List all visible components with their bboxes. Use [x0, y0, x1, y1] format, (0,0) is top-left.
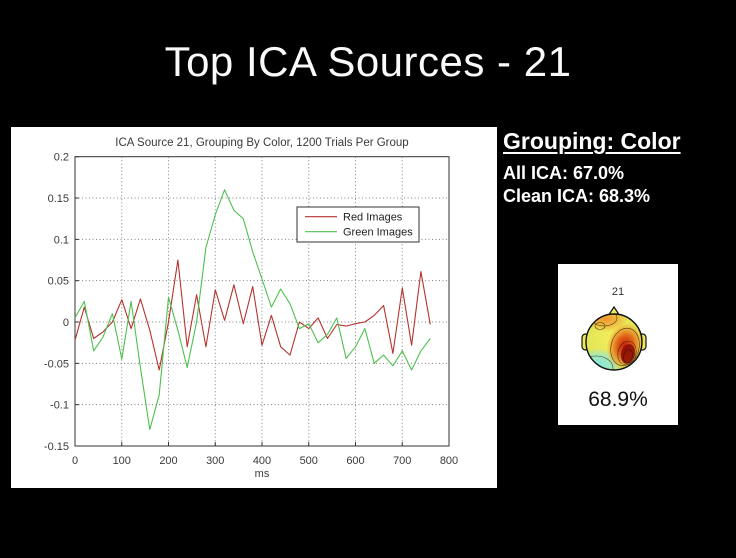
series-line-green-images [74, 189, 431, 431]
y-tick-label: -0.1 [50, 400, 69, 412]
topo-card: 21 [558, 264, 678, 425]
topo-map-icon [581, 305, 647, 371]
x-tick-label: 700 [393, 455, 411, 467]
x-tick-label: 100 [113, 455, 131, 467]
legend [296, 206, 420, 243]
y-tick-label: -0.05 [44, 358, 69, 370]
y-tick-label: 0 [63, 317, 69, 329]
y-tick-label: -0.15 [44, 441, 69, 453]
x-tick-label: 600 [346, 455, 364, 467]
chart-panel: ICA Source 21, Grouping By Color, 1200 T… [11, 127, 497, 488]
y-tick-label: 0.15 [48, 193, 69, 205]
y-tick-label: 0.2 [54, 152, 69, 164]
x-tick-label: 300 [206, 455, 224, 467]
grouping-heading: Grouping: Color [503, 128, 681, 154]
x-axis-label: ms [255, 468, 270, 480]
legend-label-red-images: Red Images [343, 212, 403, 224]
info-panel: Grouping: Color All ICA: 67.0% Clean ICA… [503, 128, 681, 208]
x-tick-label: 800 [440, 455, 458, 467]
erp-chart-svg: ICA Source 21, Grouping By Color, 1200 T… [44, 137, 458, 480]
topo-source-number: 21 [611, 286, 625, 298]
all-ica-line: All ICA: 67.0% [503, 163, 625, 183]
x-tick-label: 0 [72, 455, 78, 467]
clean-ica-line: Clean ICA: 68.3% [503, 186, 651, 206]
y-tick-label: 0.1 [54, 234, 69, 246]
head-outline [585, 313, 643, 371]
x-tick-label: 200 [159, 455, 177, 467]
y-tick-label: 0.05 [48, 276, 69, 288]
chart-title: ICA Source 21, Grouping By Color, 1200 T… [115, 137, 408, 149]
x-tick-label: 400 [253, 455, 271, 467]
legend-label-green-images: Green Images [343, 227, 413, 239]
series-line-red-images [74, 259, 431, 371]
slide-title: Top ICA Sources - 21 [164, 38, 572, 85]
topo-accuracy: 68.9% [588, 388, 648, 411]
x-tick-label: 500 [300, 455, 318, 467]
